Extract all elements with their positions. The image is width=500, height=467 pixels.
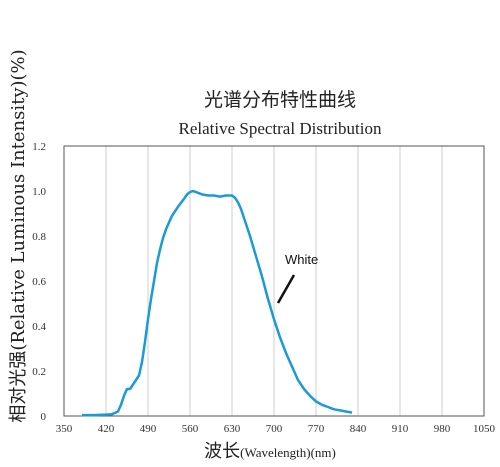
y-tick-label: 0.6	[32, 276, 46, 288]
x-axis-label: 波长(Wavelength)(nm)	[204, 441, 336, 462]
x-tick-label: 490	[140, 423, 157, 435]
y-tick-label: 0.8	[32, 231, 46, 243]
x-tick-label: 700	[266, 423, 283, 435]
x-tick-label: 630	[224, 423, 241, 435]
y-tick-labels: 0 0.2 0.4 0.6 0.8 1.0 1.2	[32, 141, 46, 423]
x-tick-label: 560	[182, 423, 199, 435]
x-tick-label: 420	[98, 423, 115, 435]
plot-frame	[63, 145, 485, 417]
annotation-pointer	[276, 274, 296, 304]
vertical-gridlines	[105, 146, 443, 416]
y-tick-label: 0.2	[32, 366, 46, 378]
y-tick-label: 1.2	[32, 141, 46, 153]
x-tick-labels: 350 420 490 560 630 700 770 840 910 980 1050	[56, 423, 496, 435]
y-tick-label: 0	[41, 411, 47, 423]
x-tick-label: 770	[308, 423, 325, 435]
chart-subtitle: Relative Spectral Distribution	[178, 119, 382, 138]
x-tick-label: 980	[434, 423, 451, 435]
x-tick-label: 1050	[473, 423, 496, 435]
chart-title: 光谱分布特性曲线	[204, 89, 356, 111]
x-tick-label: 350	[56, 423, 73, 435]
x-tick-label: 840	[350, 423, 367, 435]
x-tick-label: 910	[392, 423, 409, 435]
series-line-white	[82, 189, 353, 417]
annotation-white: White	[285, 252, 318, 267]
series-lines	[82, 189, 353, 417]
y-tick-label: 1.0	[32, 186, 46, 198]
y-tick-label: 0.4	[32, 321, 46, 333]
y-axis-label: 相对光强(Relative Luminous Intensity)(%)	[8, 49, 29, 422]
